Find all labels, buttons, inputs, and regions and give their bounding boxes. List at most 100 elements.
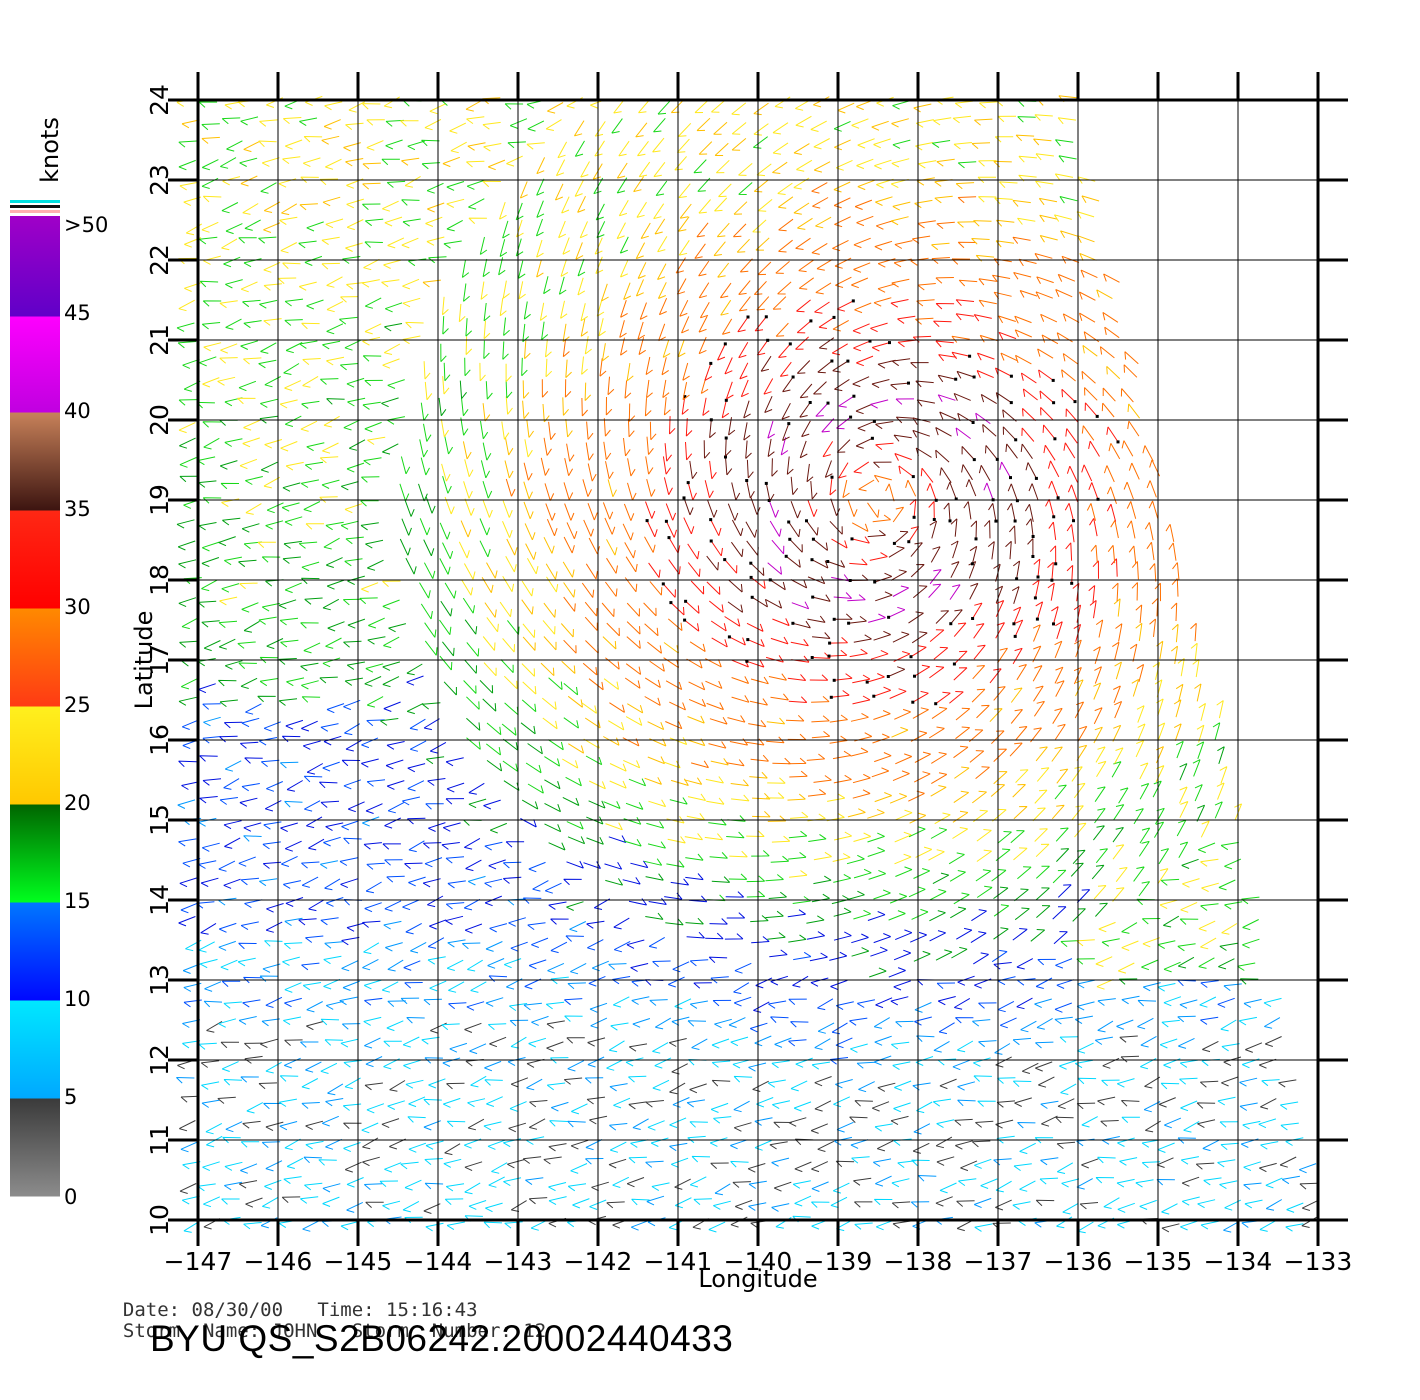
wind-barb (507, 1057, 526, 1067)
wind-barb (299, 340, 318, 349)
wind-barb (687, 562, 701, 578)
wind-barb (831, 343, 848, 356)
rain-flag-marker (727, 635, 731, 639)
wind-barb (930, 785, 947, 797)
wind-barb (180, 678, 198, 690)
wind-barb (407, 780, 425, 792)
wind-barb (729, 850, 748, 858)
wind-barb (439, 655, 453, 671)
wind-barb (767, 420, 775, 439)
wind-barb (198, 683, 216, 694)
wind-barb (240, 921, 259, 931)
wind-barb (1076, 744, 1088, 761)
wind-barb (994, 197, 1013, 205)
wind-barb (1061, 369, 1076, 382)
wind-barb (567, 836, 586, 845)
wind-barb (756, 296, 770, 311)
wind-barb (281, 1196, 301, 1203)
wind-barb (939, 467, 952, 483)
wind-barb (792, 975, 809, 988)
wind-barb (854, 1222, 873, 1230)
wind-barb (1039, 1177, 1059, 1185)
wind-barb (662, 340, 671, 358)
wind-barb (1059, 1036, 1079, 1043)
wind-barb (727, 503, 739, 521)
wind-barb (731, 794, 750, 802)
wind-barb (976, 704, 990, 719)
wind-barb (220, 343, 238, 354)
wind-barb (402, 218, 421, 227)
wind-barb (618, 199, 629, 217)
wind-barb (220, 959, 238, 971)
wind-barb (627, 703, 644, 714)
wind-barb (203, 716, 221, 727)
wind-barb (1113, 804, 1125, 820)
wind-barb (443, 1158, 462, 1168)
wind-barb (1081, 464, 1093, 482)
wind-barb (179, 437, 196, 449)
wind-barb (199, 755, 218, 762)
wind-barb (603, 441, 612, 460)
wind-barb (345, 242, 363, 252)
wind-barb (952, 827, 968, 839)
wind-barb (486, 562, 498, 579)
wind-barb (561, 660, 576, 674)
wind-barb (1180, 1156, 1199, 1165)
wind-barb (446, 219, 463, 232)
wind-barb (1161, 1019, 1180, 1028)
wind-barb (325, 822, 344, 832)
wind-barb (408, 1096, 426, 1108)
wind-barb (1196, 1102, 1216, 1109)
wind-barb (765, 655, 784, 663)
wind-barb (842, 479, 850, 499)
wind-barb (594, 121, 606, 137)
wind-barb (747, 639, 765, 648)
wind-barb (1014, 619, 1024, 637)
wind-barb (485, 1202, 503, 1213)
wind-barb (562, 323, 570, 342)
wind-barb (480, 281, 488, 300)
wind-barb (419, 582, 431, 599)
wind-barb (196, 401, 215, 409)
wind-barb (1127, 420, 1140, 437)
wind-barb (731, 482, 741, 501)
wind-barb (935, 1196, 953, 1207)
wind-barb (872, 514, 891, 523)
wind-barb (931, 752, 947, 764)
wind-barb (178, 422, 196, 434)
wind-barb (821, 418, 835, 433)
wind-barb (1014, 329, 1032, 338)
wind-barb (665, 721, 683, 730)
wind-barb (470, 981, 487, 993)
wind-barb (833, 181, 851, 193)
wind-barb (772, 757, 791, 765)
wind-barb (424, 622, 437, 638)
wind-barb (965, 479, 977, 497)
wind-barb (1089, 518, 1098, 537)
wind-barb (420, 402, 429, 421)
wind-barb (858, 479, 875, 492)
wind-barb (997, 976, 1016, 986)
wind-barb (542, 717, 558, 730)
wind-barb (1033, 138, 1052, 146)
wind-barb (1095, 902, 1108, 917)
wind-barb (706, 581, 721, 595)
wind-barb (765, 792, 785, 799)
wind-barb (717, 343, 726, 361)
wind-barb (217, 376, 236, 386)
wind-barb (1190, 622, 1197, 642)
wind-barb (1055, 139, 1074, 147)
wind-barb (1071, 766, 1083, 782)
wind-barb (688, 681, 706, 691)
wind-barb (218, 536, 236, 547)
wind-barb (505, 396, 513, 415)
wind-barb (769, 949, 788, 958)
wind-barb (711, 1038, 730, 1049)
wind-barb (1061, 1178, 1080, 1188)
wind-barb (202, 703, 221, 710)
wind-barb (915, 119, 934, 128)
wind-barb (1177, 956, 1195, 969)
wind-barb (199, 356, 217, 367)
wind-barb (678, 122, 692, 137)
wind-barb (588, 780, 606, 790)
